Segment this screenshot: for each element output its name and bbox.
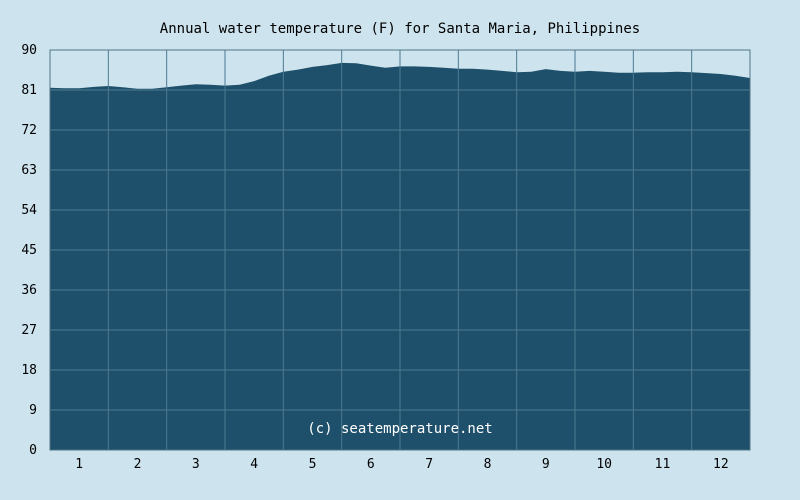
y-tick-label: 18 bbox=[21, 363, 37, 378]
y-tick-label: 54 bbox=[21, 203, 37, 218]
chart-title: Annual water temperature (F) for Santa M… bbox=[160, 21, 640, 37]
x-tick-label: 5 bbox=[309, 457, 317, 472]
x-tick-label: 4 bbox=[250, 457, 258, 472]
y-tick-label: 9 bbox=[29, 403, 37, 418]
x-tick-label: 8 bbox=[484, 457, 492, 472]
x-tick-label: 9 bbox=[542, 457, 550, 472]
x-tick-label: 6 bbox=[367, 457, 375, 472]
y-tick-label: 63 bbox=[21, 163, 37, 178]
x-tick-label: 1 bbox=[75, 457, 83, 472]
x-tick-label: 2 bbox=[134, 457, 142, 472]
y-tick-label: 45 bbox=[21, 243, 37, 258]
y-tick-label: 90 bbox=[21, 43, 37, 58]
y-tick-label: 72 bbox=[21, 123, 37, 138]
y-tick-label: 36 bbox=[21, 283, 37, 298]
y-tick-label: 27 bbox=[21, 323, 37, 338]
y-axis: 0 9 18 27 36 45 54 63 72 81 90 bbox=[21, 43, 37, 458]
x-tick-label: 11 bbox=[655, 457, 671, 472]
x-axis: 1 2 3 4 5 6 7 8 9 10 11 12 bbox=[75, 457, 728, 472]
x-tick-label: 7 bbox=[425, 457, 433, 472]
x-tick-label: 10 bbox=[596, 457, 612, 472]
y-tick-label: 81 bbox=[21, 83, 37, 98]
watermark: (c) seatemperature.net bbox=[307, 421, 492, 437]
y-tick-label: 0 bbox=[29, 443, 37, 458]
x-tick-label: 12 bbox=[713, 457, 729, 472]
x-tick-label: 3 bbox=[192, 457, 200, 472]
plot-frame bbox=[49, 49, 751, 451]
